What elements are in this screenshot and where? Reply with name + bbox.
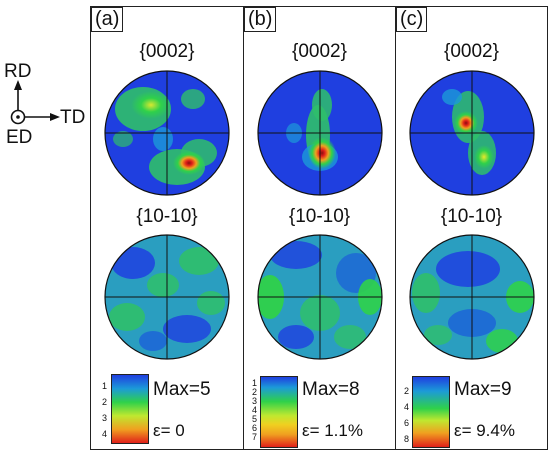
panel-b: (b) {0002} {10-10}	[243, 6, 396, 450]
panel-a-tick: 3	[101, 413, 107, 423]
panel-c-tag: (c)	[396, 7, 428, 32]
rd-arrowhead	[14, 80, 22, 90]
panel-b-tick: 7	[251, 432, 257, 442]
panel-b-tick: 1	[251, 378, 257, 388]
panel-b-tick: 3	[251, 396, 257, 406]
panel-c-top-plane-label: {0002}	[444, 41, 499, 62]
panel-c-tick: 8	[403, 434, 409, 444]
panel-a-bottom-plane-label: {10-10}	[136, 206, 198, 227]
panel-c-tick: 6	[403, 418, 409, 428]
panel-a-tick: 1	[101, 381, 107, 391]
panel-a-tick: 4	[101, 429, 107, 439]
rd-label: RD	[4, 61, 32, 82]
panel-b-tick: 4	[251, 405, 257, 415]
panel-a-tick: 2	[101, 397, 107, 407]
panel-c-bottom-plane-label: {10-10}	[440, 206, 503, 227]
panel-a-basal-pole-figure	[104, 70, 230, 196]
panel-b-bottom-plane-label: {10-10}	[288, 206, 351, 227]
panel-c-color-scale	[412, 376, 450, 448]
panel-b-tag: (b)	[244, 7, 277, 32]
panel-c-max-label: Max=9	[454, 379, 512, 400]
panel-a-tag: (a)	[91, 7, 124, 32]
ed-dot	[16, 115, 20, 119]
panel-c-basal-pole-figure	[408, 70, 535, 196]
panel-a-prism-pole-figure	[104, 234, 230, 360]
panel-b-strain-label: ε= 1.1%	[302, 421, 363, 440]
panel-c-prism-pole-figure	[408, 234, 535, 360]
panel-a-top-plane-label: {0002}	[139, 41, 195, 62]
panel-a-color-scale	[111, 374, 149, 444]
panel-b-basal-pole-figure	[256, 70, 383, 196]
panel-b-color-scale	[260, 376, 298, 448]
ed-label: ED	[6, 127, 33, 148]
panel-c-tick: 2	[403, 386, 409, 396]
panel-b-tick: 2	[251, 387, 257, 397]
panel-c-strain-label: ε= 9.4%	[454, 421, 515, 440]
panel-a-max-label: Max=5	[153, 379, 211, 400]
td-arrowhead	[50, 113, 60, 121]
panel-b-tick: 5	[251, 414, 257, 424]
panel-b-tick: 6	[251, 423, 257, 433]
panel-b-prism-pole-figure	[256, 234, 383, 360]
panel-b-top-plane-label: {0002}	[292, 41, 347, 62]
panel-c: (c) {0002}	[395, 6, 548, 450]
panel-c-tick: 4	[403, 402, 409, 412]
panel-a-strain-label: ε= 0	[153, 421, 185, 440]
panel-b-max-label: Max=8	[302, 379, 360, 400]
td-label: TD	[60, 107, 86, 128]
sample-axes-diagram	[10, 80, 60, 125]
panel-a: (a) {0002}	[90, 6, 244, 450]
